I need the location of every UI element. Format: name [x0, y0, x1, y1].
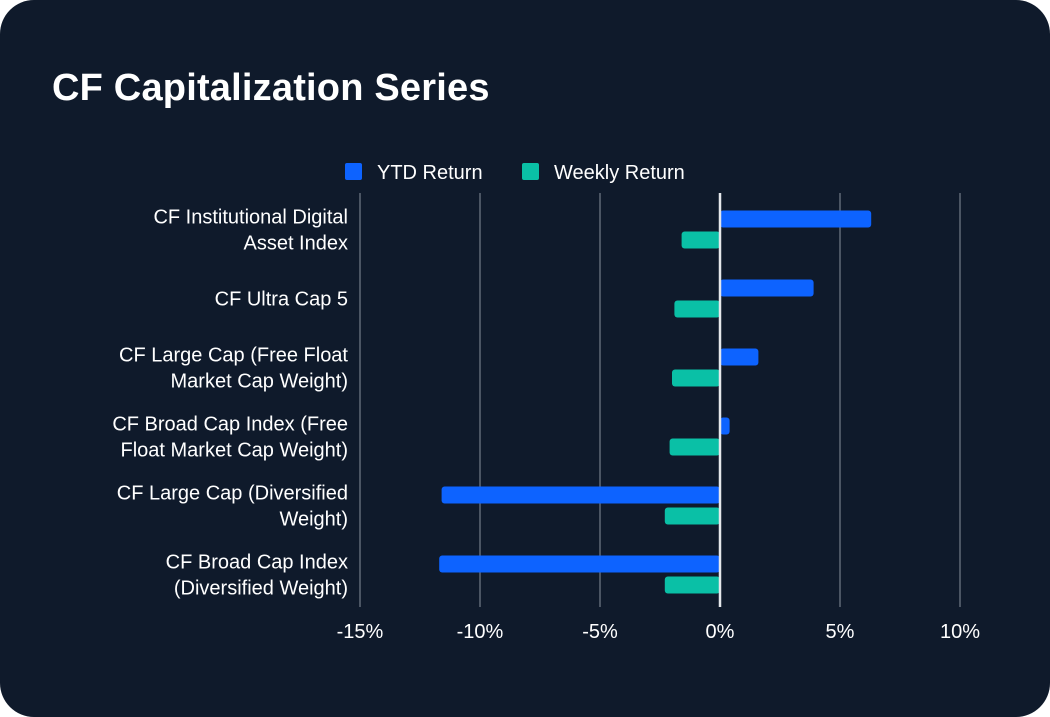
legend-label-weekly: Weekly Return — [554, 162, 685, 184]
x-tick-label: 0% — [706, 621, 735, 643]
ytd-return-bar — [439, 555, 720, 573]
weekly-return-bar — [672, 369, 720, 387]
weekly-return-bar — [664, 576, 720, 594]
category-label: CF Ultra Cap 5 — [215, 289, 348, 311]
category-label: Market Cap Weight) — [171, 371, 348, 393]
chart-title: CF Capitalization Series — [52, 67, 490, 109]
category-label: CF Broad Cap Index (Free — [112, 414, 348, 436]
weekly-return-bar — [674, 300, 720, 318]
legend-swatch-weekly — [522, 163, 539, 180]
legend-label-ytd: YTD Return — [377, 162, 483, 184]
category-label: (Diversified Weight) — [174, 578, 348, 600]
x-tick-label: -15% — [337, 621, 384, 643]
category-label: Float Market Cap Weight) — [121, 440, 349, 462]
ytd-return-bar — [441, 486, 720, 504]
ytd-return-bar — [720, 348, 759, 366]
category-label: CF Large Cap (Diversified — [117, 483, 348, 505]
ytd-return-bar — [720, 210, 872, 228]
x-tick-label: -10% — [457, 621, 504, 643]
ytd-return-bar — [720, 279, 814, 297]
weekly-return-bar — [681, 231, 720, 249]
weekly-return-bar — [664, 507, 720, 525]
category-label: Weight) — [279, 509, 348, 531]
x-tick-label: -5% — [582, 621, 618, 643]
category-label: Asset Index — [243, 233, 348, 255]
x-tick-label: 5% — [826, 621, 855, 643]
x-tick-label: 10% — [940, 621, 980, 643]
weekly-return-bar — [669, 438, 720, 456]
ytd-return-bar — [720, 417, 730, 435]
category-label: CF Institutional Digital — [153, 207, 348, 229]
category-label: CF Large Cap (Free Float — [119, 345, 348, 367]
legend-swatch-ytd — [345, 163, 362, 180]
category-label: CF Broad Cap Index — [166, 552, 348, 574]
